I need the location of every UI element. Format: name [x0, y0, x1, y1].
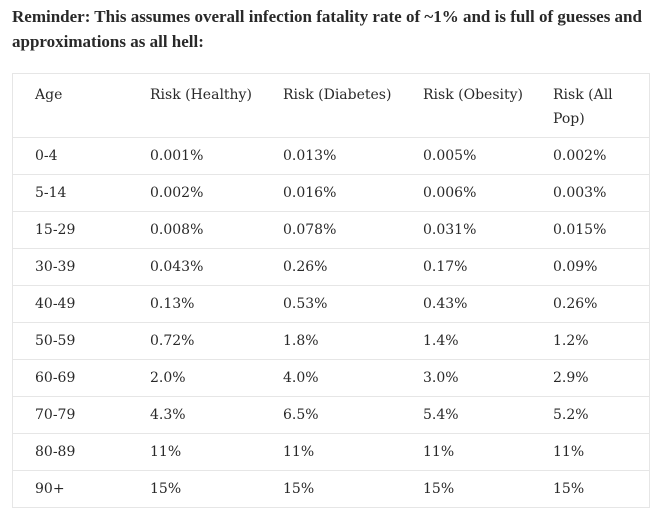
cell-risk-obesity: 11% — [401, 432, 531, 470]
table-row: 70-79 4.3% 6.5% 5.4% 5.2% — [13, 395, 649, 433]
cell-risk-all-pop: 0.002% — [531, 136, 649, 174]
header-risk-diabetes: Risk (Diabetes) — [283, 87, 392, 103]
cell-risk-diabetes: 0.26% — [261, 247, 401, 285]
cell-risk-diabetes: 0.53% — [261, 284, 401, 322]
reminder-text: Reminder: This assumes overall infection… — [12, 7, 642, 51]
table-row: 90+ 15% 15% 15% 15% — [13, 469, 649, 507]
cell-risk-healthy: 0.008% — [128, 210, 261, 248]
cell-risk-obesity: 5.4% — [401, 395, 531, 433]
table-row: 15-29 0.008% 0.078% 0.031% 0.015% — [13, 210, 649, 248]
header-risk-obesity: Risk (Obesity) — [423, 87, 523, 103]
cell-age: 60-69 — [13, 358, 128, 396]
cell-risk-diabetes: 0.016% — [261, 173, 401, 211]
cell-risk-obesity: 0.43% — [401, 284, 531, 322]
risk-table: Age Risk (Healthy) Risk (Diabetes) Risk … — [13, 74, 649, 507]
cell-risk-all-pop: 15% — [531, 469, 649, 507]
cell-risk-all-pop: 0.09% — [531, 247, 649, 285]
cell-age: 15-29 — [13, 210, 128, 248]
header-age: Age — [35, 87, 63, 103]
cell-risk-all-pop: 1.2% — [531, 321, 649, 359]
cell-risk-healthy: 0.001% — [128, 136, 261, 174]
cell-risk-diabetes: 1.8% — [261, 321, 401, 359]
cell-risk-healthy: 11% — [128, 432, 261, 470]
cell-risk-healthy: 2.0% — [128, 358, 261, 396]
cell-risk-obesity: 0.005% — [401, 136, 531, 174]
cell-risk-diabetes: 15% — [261, 469, 401, 507]
cell-risk-all-pop: 2.9% — [531, 358, 649, 396]
cell-risk-obesity: 3.0% — [401, 358, 531, 396]
table-body: 0-4 0.001% 0.013% 0.005% 0.002% 5-14 0.0… — [13, 136, 649, 507]
table-header: Age Risk (Healthy) Risk (Diabetes) Risk … — [13, 74, 649, 137]
table-row: 5-14 0.002% 0.016% 0.006% 0.003% — [13, 173, 649, 211]
cell-risk-diabetes: 6.5% — [261, 395, 401, 433]
header-risk-all-pop: Risk (All Pop) — [553, 87, 613, 127]
cell-risk-diabetes: 11% — [261, 432, 401, 470]
table-row: 30-39 0.043% 0.26% 0.17% 0.09% — [13, 247, 649, 285]
cell-age: 50-59 — [13, 321, 128, 359]
cell-risk-all-pop: 0.003% — [531, 173, 649, 211]
cell-risk-obesity: 1.4% — [401, 321, 531, 359]
cell-risk-diabetes: 0.078% — [261, 210, 401, 248]
cell-risk-healthy: 0.043% — [128, 247, 261, 285]
cell-risk-healthy: 4.3% — [128, 395, 261, 433]
cell-risk-healthy: 0.72% — [128, 321, 261, 359]
cell-age: 80-89 — [13, 432, 128, 470]
table-row: 50-59 0.72% 1.8% 1.4% 1.2% — [13, 321, 649, 359]
cell-risk-healthy: 0.002% — [128, 173, 261, 211]
cell-risk-obesity: 0.031% — [401, 210, 531, 248]
cell-age: 40-49 — [13, 284, 128, 322]
header-row: Age Risk (Healthy) Risk (Diabetes) Risk … — [13, 74, 649, 137]
risk-table-container: Age Risk (Healthy) Risk (Diabetes) Risk … — [12, 73, 650, 508]
cell-age: 5-14 — [13, 173, 128, 211]
cell-risk-all-pop: 11% — [531, 432, 649, 470]
cell-age: 70-79 — [13, 395, 128, 433]
cell-risk-all-pop: 0.015% — [531, 210, 649, 248]
cell-risk-obesity: 15% — [401, 469, 531, 507]
table-row: 0-4 0.001% 0.013% 0.005% 0.002% — [13, 136, 649, 174]
cell-risk-all-pop: 0.26% — [531, 284, 649, 322]
header-risk-healthy: Risk (Healthy) — [150, 87, 252, 103]
table-row: 40-49 0.13% 0.53% 0.43% 0.26% — [13, 284, 649, 322]
cell-risk-obesity: 0.006% — [401, 173, 531, 211]
cell-risk-healthy: 15% — [128, 469, 261, 507]
cell-age: 0-4 — [13, 136, 128, 174]
cell-risk-healthy: 0.13% — [128, 284, 261, 322]
table-row: 60-69 2.0% 4.0% 3.0% 2.9% — [13, 358, 649, 396]
cell-age: 90+ — [13, 469, 128, 507]
cell-age: 30-39 — [13, 247, 128, 285]
cell-risk-diabetes: 0.013% — [261, 136, 401, 174]
cell-risk-all-pop: 5.2% — [531, 395, 649, 433]
cell-risk-diabetes: 4.0% — [261, 358, 401, 396]
table-row: 80-89 11% 11% 11% 11% — [13, 432, 649, 470]
cell-risk-obesity: 0.17% — [401, 247, 531, 285]
